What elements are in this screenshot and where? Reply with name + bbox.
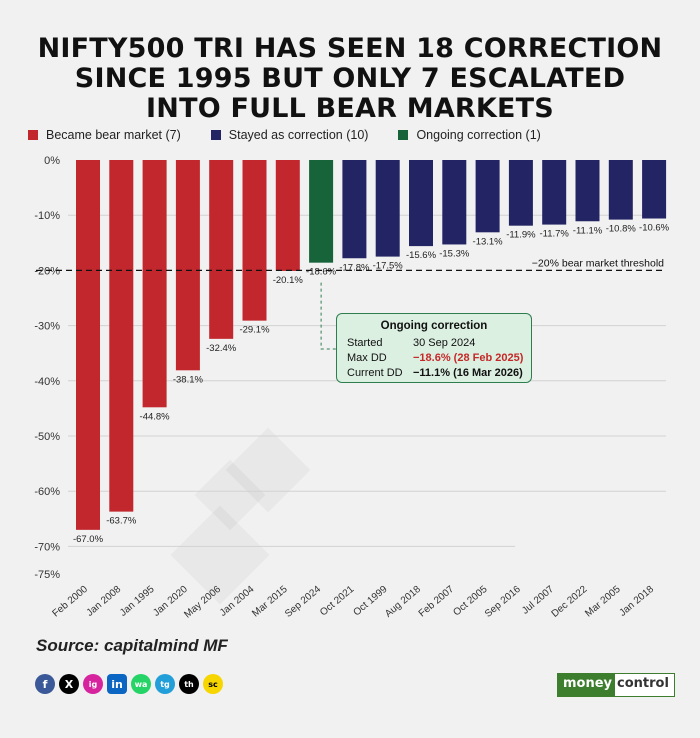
telegram-icon[interactable]: tg bbox=[155, 674, 175, 694]
social-links: f X ig in wa tg th sc bbox=[35, 674, 223, 694]
y-tick-label: -50% bbox=[34, 431, 60, 443]
bar-bear bbox=[275, 160, 300, 271]
moneycontrol-logo: money control bbox=[557, 673, 675, 697]
threads-icon[interactable]: th bbox=[179, 674, 199, 694]
bar-correction bbox=[475, 160, 500, 233]
annotation-label: Started bbox=[347, 337, 383, 349]
legend-label: Ongoing correction (1) bbox=[416, 128, 541, 142]
bar-bear bbox=[76, 160, 100, 530]
y-tick-label: -10% bbox=[34, 210, 60, 222]
bar-ongoing bbox=[309, 160, 334, 263]
legend-item-bear: Became bear market (7) bbox=[28, 128, 181, 142]
ongoing-correction-annotation: Ongoing correction Started 30 Sep 2024 M… bbox=[336, 313, 532, 383]
bar-correction bbox=[409, 160, 433, 247]
facebook-icon[interactable]: f bbox=[35, 674, 55, 694]
annotation-value: 30 Sep 2024 bbox=[413, 337, 476, 349]
bar-bear bbox=[175, 160, 200, 371]
logo-part: money bbox=[558, 674, 616, 696]
x-tick-label: Jan 2008 bbox=[85, 584, 124, 619]
y-tick-label: 0% bbox=[44, 155, 60, 167]
bar-correction bbox=[575, 160, 600, 222]
bar-correction bbox=[608, 160, 633, 220]
data-label: -63.7% bbox=[106, 516, 137, 527]
bar-bear bbox=[209, 160, 234, 339]
chart-title: NIFTY500 TRI HAS SEEN 18 CORRECTION SINC… bbox=[0, 34, 700, 124]
annotation-label: Current DD bbox=[347, 367, 403, 379]
bar-correction bbox=[342, 160, 367, 259]
y-tick-label: -40% bbox=[34, 376, 60, 388]
legend-item-correction: Stayed as correction (10) bbox=[210, 128, 369, 142]
title-line: NIFTY500 TRI HAS SEEN 18 CORRECTION bbox=[37, 33, 663, 64]
x-tick-label: Dec 2022 bbox=[550, 584, 590, 620]
snapchat-icon[interactable]: sc bbox=[203, 674, 223, 694]
x-icon[interactable]: X bbox=[59, 674, 79, 694]
legend-label: Stayed as correction (10) bbox=[228, 128, 369, 142]
bar-correction bbox=[508, 160, 533, 226]
data-label: -17.5% bbox=[373, 261, 404, 272]
y-tick-label: -70% bbox=[34, 541, 60, 553]
data-label: -67.0% bbox=[73, 534, 104, 545]
x-tick-label: Oct 2021 bbox=[318, 584, 356, 619]
annotation-value: −18.6% (28 Feb 2025) bbox=[413, 352, 524, 364]
data-label: -10.8% bbox=[606, 224, 637, 235]
bar-correction bbox=[442, 160, 467, 245]
bar-correction bbox=[642, 160, 667, 219]
x-tick-label: Feb 2007 bbox=[417, 584, 457, 620]
x-tick-label: Jan 2004 bbox=[218, 584, 257, 619]
legend-swatch bbox=[398, 130, 409, 140]
linkedin-icon[interactable]: in bbox=[107, 674, 127, 694]
data-label: -15.3% bbox=[439, 248, 470, 259]
data-label: -32.4% bbox=[206, 343, 237, 354]
legend-item-ongoing: Ongoing correction (1) bbox=[398, 128, 541, 142]
data-label: -44.8% bbox=[140, 411, 171, 422]
x-tick-label: Sep 2024 bbox=[283, 584, 323, 620]
x-tick-label: Mar 2015 bbox=[250, 584, 290, 620]
whatsapp-icon[interactable]: wa bbox=[131, 674, 151, 694]
x-tick-label: Jan 2018 bbox=[617, 584, 656, 619]
annotation-connector bbox=[320, 282, 336, 350]
bar-bear bbox=[142, 160, 167, 408]
bar-bear bbox=[109, 160, 134, 512]
title-line: INTO FULL BEAR MARKETS bbox=[146, 93, 554, 124]
data-label: -11.9% bbox=[506, 230, 536, 241]
legend-swatch bbox=[210, 130, 221, 140]
x-tick-label: Aug 2018 bbox=[383, 584, 423, 620]
title-line: SINCE 1995 BUT ONLY 7 ESCALATED bbox=[74, 63, 626, 94]
data-label: -20.1% bbox=[273, 275, 304, 286]
bar-chart: 0% -10% -20% -30% -40% -50% -60% -70% -75% -67.0%… bbox=[34, 155, 670, 621]
x-tick-label: Feb 2000 bbox=[50, 584, 90, 620]
bar-correction bbox=[542, 160, 567, 225]
annotation-value: −11.1% (16 Mar 2026) bbox=[413, 367, 523, 379]
x-tick-label: Sep 2016 bbox=[483, 584, 523, 620]
logo-part: control bbox=[615, 674, 674, 696]
instagram-icon[interactable]: ig bbox=[83, 674, 103, 694]
data-label: -11.1% bbox=[573, 225, 603, 236]
data-label: -38.1% bbox=[173, 374, 204, 385]
bar-correction bbox=[375, 160, 400, 257]
x-tick-label: May 2006 bbox=[182, 584, 223, 621]
y-tick-label: -75% bbox=[34, 569, 60, 581]
data-label: -10.6% bbox=[639, 223, 670, 234]
y-tick-label: -20% bbox=[34, 265, 60, 277]
annotation-title: Ongoing correction bbox=[380, 320, 488, 332]
x-tick-label: Mar 2005 bbox=[583, 584, 623, 620]
legend: Became bear market (7) Stayed as correct… bbox=[28, 128, 541, 142]
data-label: -15.6% bbox=[406, 250, 437, 261]
annotation-label: Max DD bbox=[347, 352, 387, 364]
legend-swatch bbox=[28, 130, 38, 140]
bar-bear bbox=[242, 160, 267, 321]
y-tick-label: -60% bbox=[34, 486, 60, 498]
data-label: -17.8% bbox=[339, 262, 370, 273]
threshold-label: −20% bear market threshold bbox=[532, 257, 664, 269]
data-label: -18.6% bbox=[306, 267, 337, 278]
data-label: -29.1% bbox=[239, 325, 270, 336]
legend-label: Became bear market (7) bbox=[46, 128, 181, 142]
x-tick-label: Jan 1995 bbox=[118, 584, 157, 619]
y-tick-label: -30% bbox=[34, 321, 60, 333]
source-note: Source: capitalmind MF bbox=[36, 636, 228, 655]
data-label: -13.1% bbox=[473, 236, 504, 247]
data-label: -11.7% bbox=[539, 229, 569, 240]
